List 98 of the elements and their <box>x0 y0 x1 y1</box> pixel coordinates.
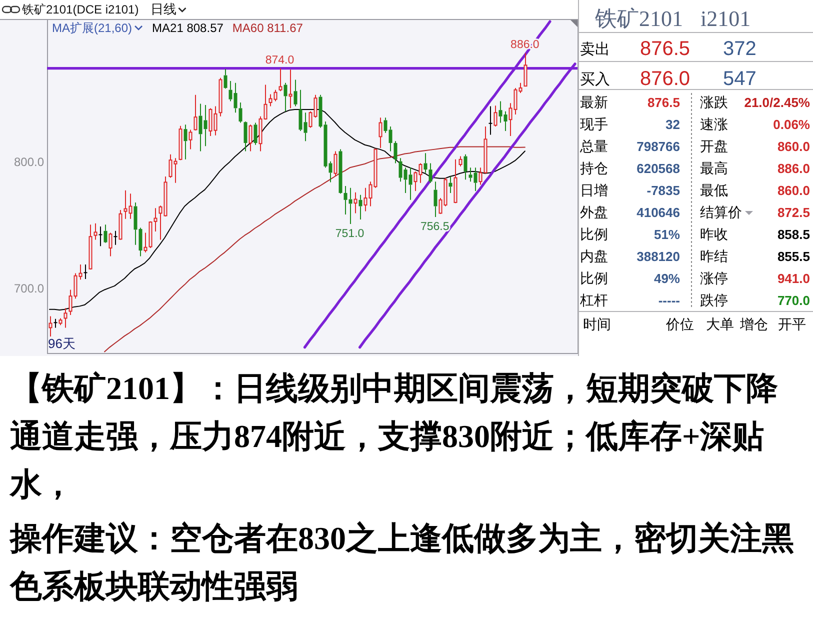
candlestick <box>254 122 258 146</box>
text: 开平 <box>778 316 806 332</box>
text: 876.5 <box>647 95 680 110</box>
legend-title: MA扩展(21,60) <box>52 21 132 35</box>
text: 【铁矿2101】：日线级别中期区间震荡，短期突破下降通道走强，压力874附近，支撑830附近；低库存+深贴水， <box>10 369 779 504</box>
text: 外盘 <box>580 204 608 220</box>
text: 大单 <box>706 316 734 332</box>
text: MA21 808.57 <box>152 21 224 35</box>
chart-subtitle: 日线 <box>150 2 177 16</box>
candlestick <box>294 79 298 107</box>
text: MA60 811.67 <box>232 21 304 35</box>
text: 860.0 <box>777 183 810 198</box>
candlestick <box>94 222 98 240</box>
text: 858.5 <box>777 227 810 242</box>
text: 620568 <box>636 161 680 176</box>
text: 卖出 <box>580 41 610 58</box>
text: 855.5 <box>777 249 810 264</box>
candlestick <box>188 129 192 150</box>
text: 昨收 <box>700 226 728 242</box>
text: 941.0 <box>777 271 810 286</box>
candlestick <box>48 316 52 338</box>
candlestick <box>238 102 242 124</box>
text: 价位 <box>665 316 694 332</box>
text: 798766 <box>636 139 680 154</box>
candlestick <box>194 94 198 130</box>
text: 比例 <box>580 270 608 286</box>
text: 876.5 <box>640 38 690 60</box>
candlestick <box>434 181 438 218</box>
annotation: 751.0 <box>335 228 364 240</box>
text: 昨结 <box>700 248 728 264</box>
text: ----- <box>658 293 680 308</box>
candlestick <box>358 194 362 220</box>
text: 速涨 <box>700 116 728 132</box>
annotation: 96天 <box>48 336 76 351</box>
candlestick <box>424 152 428 174</box>
candlestick <box>428 162 432 184</box>
text: 增仓 <box>739 316 768 332</box>
candlestick <box>284 82 288 112</box>
text: 操作建议：空仓者在830之上逢低做多为主，密切关注黑色系板块联动性强弱 <box>10 519 795 606</box>
text: 开盘 <box>700 138 728 154</box>
text: 涨跌 <box>700 94 728 110</box>
text: 21.0/2.45% <box>744 95 810 110</box>
text: 770.0 <box>777 293 810 308</box>
text: 最低 <box>700 182 728 198</box>
text: 388120 <box>636 249 680 264</box>
text: 410646 <box>636 205 680 220</box>
candlestick <box>113 230 118 246</box>
text: 876.0 <box>640 68 690 90</box>
candlestick <box>454 158 458 203</box>
text: 比例 <box>580 226 608 242</box>
candlestick <box>184 124 188 160</box>
candlestick <box>248 124 252 152</box>
candlestick <box>144 232 148 253</box>
candlestick <box>488 106 493 136</box>
candlestick <box>83 264 88 280</box>
text: 32 <box>666 117 680 132</box>
text: 买入 <box>580 71 610 88</box>
annotation: 874.0 <box>265 54 294 66</box>
text: 结算价 <box>700 204 742 220</box>
text: 日增 <box>580 182 608 198</box>
text: 现手 <box>580 116 608 132</box>
text: 872.5 <box>777 205 810 220</box>
candlestick <box>64 308 68 328</box>
text: -7835 <box>646 183 680 198</box>
text: 涨停 <box>700 270 728 286</box>
y-tick-label: 700.0 <box>14 281 44 296</box>
candlestick <box>108 232 112 257</box>
text: 铁矿2101 i2101 <box>594 6 751 31</box>
text: 547 <box>723 68 756 90</box>
text: 总量 <box>579 138 608 154</box>
candlestick <box>354 192 358 214</box>
text: 860.0 <box>777 139 810 154</box>
annotation: 756.5 <box>420 220 450 233</box>
candlestick <box>394 140 398 164</box>
text: 0.06% <box>773 117 810 132</box>
candlestick <box>378 117 382 149</box>
candlestick <box>278 68 282 92</box>
candlestick <box>104 224 108 242</box>
text: 49% <box>654 271 680 286</box>
text: 最高 <box>700 160 728 176</box>
text: 372 <box>723 38 756 60</box>
chart-title: 铁矿2101(DCE i2101) <box>21 2 139 16</box>
candlestick <box>524 52 528 87</box>
candlestick <box>448 176 452 194</box>
text: 时间 <box>583 316 611 332</box>
text: 51% <box>654 227 680 242</box>
text: 886.0 <box>777 161 810 176</box>
text: 跌停 <box>700 292 728 308</box>
text: 最新 <box>580 94 608 110</box>
text: 持仓 <box>580 160 608 176</box>
text: 内盘 <box>580 248 608 264</box>
text: 杠杆 <box>579 292 608 308</box>
y-tick-label: 800.0 <box>14 154 44 169</box>
candlestick <box>464 154 468 180</box>
candlestick <box>98 226 103 247</box>
candlestick <box>88 224 92 270</box>
candlestick <box>338 148 342 193</box>
candlestick <box>288 69 292 109</box>
